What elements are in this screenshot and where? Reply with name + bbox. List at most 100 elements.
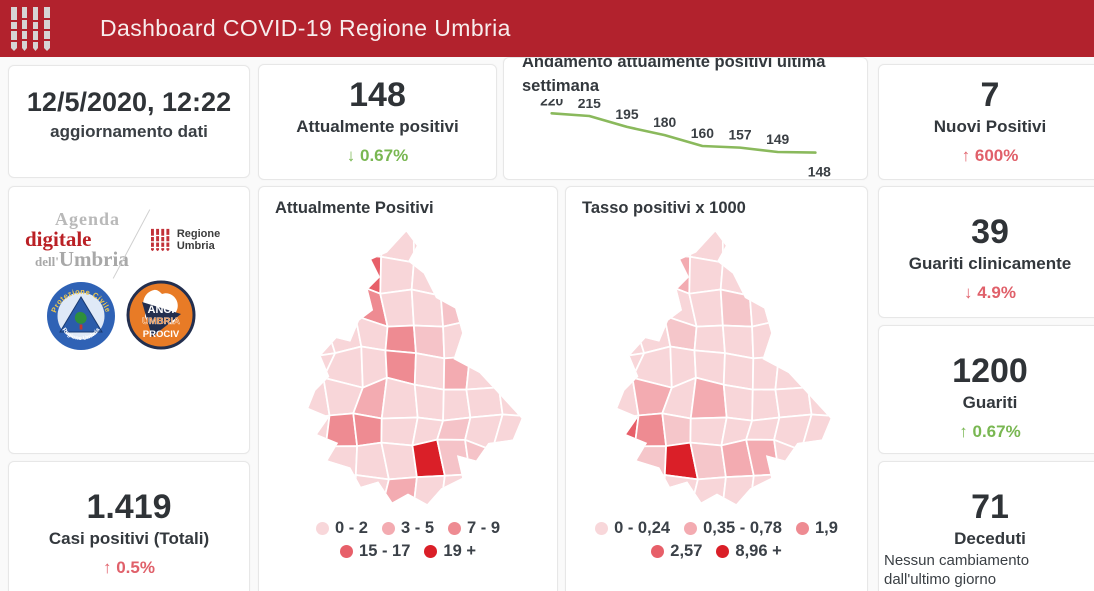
municipality-region[interactable]	[492, 227, 526, 266]
municipality-region[interactable]	[352, 412, 383, 447]
municipality-region[interactable]	[324, 412, 358, 448]
legend-item[interactable]: 0 - 2	[315, 519, 368, 538]
municipality-region[interactable]	[495, 324, 530, 356]
municipality-region[interactable]	[637, 474, 666, 511]
municipality-region[interactable]	[743, 224, 782, 266]
municipality-region[interactable]	[463, 287, 500, 328]
municipality-region[interactable]	[689, 476, 727, 511]
municipality-region[interactable]	[413, 352, 446, 391]
municipality-region[interactable]	[661, 225, 695, 258]
municipality-region[interactable]	[604, 223, 645, 267]
municipality-region[interactable]	[799, 439, 840, 482]
municipality-region[interactable]	[663, 474, 699, 511]
choropleth-map-tasso-positivi[interactable]	[586, 223, 848, 511]
municipality-region[interactable]	[719, 288, 753, 328]
municipality-region[interactable]	[802, 285, 839, 328]
municipality-region[interactable]	[380, 416, 419, 447]
municipality-region[interactable]	[633, 412, 667, 448]
municipality-region[interactable]	[442, 355, 471, 391]
legend-item[interactable]: 8,96 +	[716, 542, 782, 561]
municipality-region[interactable]	[633, 283, 666, 324]
municipality-region[interactable]	[379, 255, 415, 295]
municipality-region[interactable]	[693, 324, 726, 354]
municipality-region[interactable]	[465, 353, 500, 391]
municipality-region[interactable]	[352, 225, 386, 258]
municipality-region[interactable]	[299, 263, 328, 290]
municipality-region[interactable]	[748, 291, 781, 328]
municipality-region[interactable]	[494, 263, 527, 290]
municipality-region[interactable]	[660, 412, 692, 447]
municipality-region[interactable]	[412, 474, 446, 511]
legend-item[interactable]: 7 - 9	[448, 519, 500, 538]
municipality-region[interactable]	[661, 254, 691, 295]
municipality-region[interactable]	[463, 320, 500, 358]
municipality-region[interactable]	[747, 473, 780, 511]
municipality-region[interactable]	[494, 472, 522, 511]
municipality-region[interactable]	[606, 474, 643, 511]
municipality-region[interactable]	[491, 439, 531, 482]
municipality-region[interactable]	[611, 318, 645, 360]
trend-line-chart[interactable]: 220 215 195 180 160 157 149 148	[512, 92, 859, 180]
municipality-region[interactable]	[435, 259, 473, 297]
municipality-region[interactable]	[633, 254, 666, 290]
municipality-region[interactable]	[774, 353, 809, 391]
municipality-region[interactable]	[806, 386, 835, 417]
legend-item[interactable]: 19 +	[424, 542, 476, 561]
municipality-region[interactable]	[324, 445, 358, 481]
municipality-region[interactable]	[800, 227, 835, 266]
municipality-region[interactable]	[324, 254, 358, 290]
municipality-region[interactable]	[439, 473, 471, 511]
municipality-region[interactable]	[468, 473, 499, 508]
municipality-region[interactable]	[298, 445, 331, 481]
municipality-region[interactable]	[465, 386, 504, 419]
municipality-region[interactable]	[298, 474, 334, 511]
municipality-region[interactable]	[777, 473, 807, 508]
municipality-region[interactable]	[464, 439, 499, 482]
municipality-region[interactable]	[743, 259, 781, 297]
municipality-region[interactable]	[721, 224, 748, 266]
choropleth-map-attualmente-positivi[interactable]	[277, 223, 539, 511]
municipality-region[interactable]	[494, 285, 531, 328]
municipality-region[interactable]	[435, 224, 474, 266]
municipality-region[interactable]	[750, 320, 780, 360]
municipality-region[interactable]	[296, 223, 337, 267]
municipality-region[interactable]	[802, 263, 835, 290]
municipality-region[interactable]	[772, 439, 807, 482]
municipality-region[interactable]	[468, 259, 501, 294]
municipality-region[interactable]	[803, 352, 837, 389]
legend-item[interactable]: 15 - 17	[340, 542, 410, 561]
municipality-region[interactable]	[325, 227, 359, 265]
municipality-region[interactable]	[380, 376, 419, 420]
municipality-region[interactable]	[297, 414, 331, 451]
municipality-region[interactable]	[324, 283, 358, 324]
municipality-region[interactable]	[633, 445, 667, 481]
municipality-region[interactable]	[614, 283, 636, 324]
municipality-region[interactable]	[772, 287, 809, 328]
legend-item[interactable]: 3 - 5	[381, 519, 434, 538]
municipality-region[interactable]	[803, 324, 839, 356]
municipality-region[interactable]	[442, 320, 471, 360]
municipality-region[interactable]	[689, 376, 728, 420]
municipality-region[interactable]	[439, 291, 473, 328]
municipality-region[interactable]	[774, 386, 812, 419]
municipality-region[interactable]	[303, 318, 336, 360]
municipality-region[interactable]	[802, 472, 831, 511]
municipality-region[interactable]	[497, 386, 527, 417]
municipality-region[interactable]	[634, 227, 668, 265]
municipality-region[interactable]	[777, 259, 809, 294]
municipality-region[interactable]	[687, 255, 724, 295]
municipality-region[interactable]	[722, 383, 754, 422]
municipality-region[interactable]	[606, 445, 639, 481]
legend-item[interactable]: 0,35 - 0,78	[684, 519, 782, 538]
municipality-region[interactable]	[384, 324, 417, 354]
municipality-region[interactable]	[328, 474, 357, 511]
municipality-region[interactable]	[495, 352, 528, 389]
legend-item[interactable]: 1,9	[795, 519, 838, 538]
municipality-region[interactable]	[352, 254, 382, 295]
municipality-region[interactable]	[306, 283, 327, 324]
municipality-region[interactable]	[410, 288, 444, 328]
municipality-region[interactable]	[381, 476, 418, 511]
municipality-region[interactable]	[751, 355, 780, 391]
municipality-region[interactable]	[722, 352, 754, 391]
legend-item[interactable]: 2,57	[651, 542, 702, 561]
